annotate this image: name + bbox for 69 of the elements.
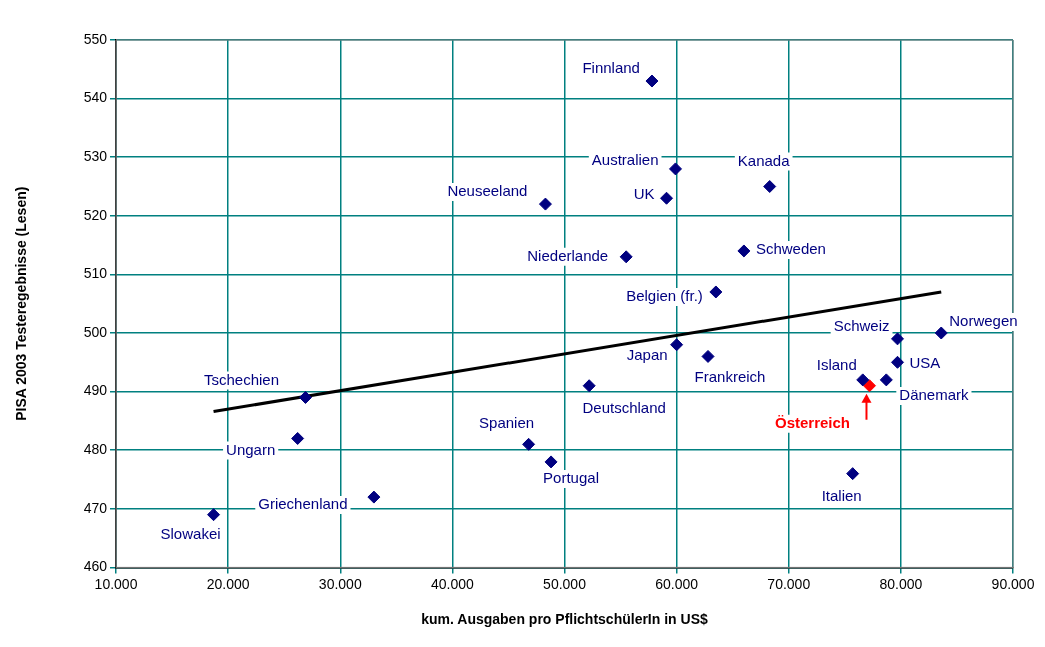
x-tick-label: 60.000: [655, 575, 699, 592]
annotation: Portugal: [543, 469, 599, 487]
y-tick-label: 530: [83, 148, 108, 165]
annotation: Japan: [626, 345, 668, 363]
y-tick-label: 490: [83, 382, 108, 399]
annotation: Neuseeland: [447, 182, 528, 200]
y-tick-label: 540: [83, 89, 108, 106]
x-tick-label: 40.000: [430, 575, 474, 592]
annotation: Australien: [591, 151, 659, 169]
x-tick-label: 90.000: [991, 575, 1035, 592]
annotation: Finnland: [582, 59, 640, 77]
point: [582, 379, 596, 393]
annotation: Schweiz: [833, 317, 890, 334]
point: [891, 355, 905, 369]
annotation: Kanada: [737, 151, 791, 169]
annotation: UK: [633, 185, 655, 203]
annotation: Österreich: [774, 413, 850, 431]
point: [660, 191, 674, 205]
point: [763, 180, 777, 193]
point: [544, 455, 558, 469]
x-tick-label: 70.000: [767, 575, 811, 592]
point: [645, 74, 659, 88]
point: [367, 490, 381, 504]
point: [846, 467, 860, 481]
point: [879, 373, 893, 387]
point: [522, 437, 536, 451]
point: [207, 508, 221, 522]
annotation: Schweden: [755, 240, 826, 258]
annotation: USA: [909, 354, 941, 372]
annotation: Norwegen: [949, 312, 1018, 330]
point: [891, 332, 905, 346]
y-tick-label: 520: [83, 206, 108, 223]
x-axis-title: kum. Ausgaben pro PflichtschülerIn in US$: [421, 611, 708, 628]
y-tick-label: 500: [83, 323, 108, 340]
y-axis-title: PISA 2003 Testeregebnisse (Lesen): [13, 186, 30, 421]
annotation: Belgien (fr.): [626, 287, 703, 305]
annotation: Dänemark: [899, 386, 969, 404]
annotation: Italien: [821, 486, 862, 504]
point: [670, 338, 684, 352]
y-tick-label: 470: [83, 499, 108, 516]
point: [538, 197, 552, 211]
annotation: Frankreich: [694, 367, 766, 385]
point: [856, 373, 870, 387]
annotation: Island: [816, 356, 857, 374]
x-tick-label: 50.000: [543, 575, 587, 592]
annotation: Niederlande: [527, 246, 609, 264]
annotation: Deutschland: [582, 398, 666, 416]
annotation: Tschechien: [203, 370, 280, 388]
y-tick-label: 510: [83, 265, 108, 282]
point: [298, 390, 312, 404]
x-tick-label: 20.000: [206, 575, 250, 592]
point: [862, 379, 876, 393]
point: [291, 431, 305, 445]
annotation: Griechenland: [258, 495, 348, 513]
annotation: Spanien: [479, 414, 535, 432]
x-tick-label: 80.000: [879, 575, 923, 592]
x-tick-label: 30.000: [318, 575, 362, 592]
point: [619, 250, 633, 264]
annotation: Ungarn: [226, 440, 276, 458]
point: [934, 326, 948, 340]
y-tick-label: 550: [83, 30, 108, 47]
point: [737, 244, 751, 258]
y-tick-label: 460: [83, 558, 108, 575]
y-tick-label: 480: [83, 441, 108, 458]
point: [669, 162, 682, 176]
point: [701, 349, 715, 363]
annotation: Slowakei: [160, 524, 221, 542]
x-tick-label: 10.000: [94, 575, 138, 592]
point: [709, 285, 723, 299]
